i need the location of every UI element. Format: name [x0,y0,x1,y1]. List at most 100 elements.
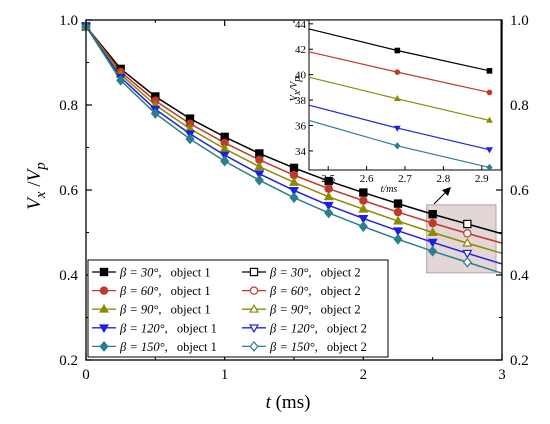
legend-beta: β = 30°, [119,266,165,280]
y-tick-label: 0.6 [59,183,78,199]
legend-object: object 1 [171,284,211,298]
legend-object: object 2 [327,340,367,354]
data-point [427,227,438,236]
x-tick-label: 3 [498,367,506,383]
inset-x-tick-label: 2.5 [321,173,335,185]
y-axis-title-part: V [24,196,45,210]
y-axis-title-part: x [33,191,49,199]
y-tick-label: 0.8 [59,98,78,114]
y-axis-title-part: p [33,162,49,171]
inset-y-tick-label: 40 [295,70,307,82]
data-point [254,170,265,180]
legend-marker [99,286,109,295]
data-point [359,196,368,205]
legend-beta: β = 60°, [119,284,165,298]
y-tick-label-right: 0.2 [510,353,529,369]
inset-y-tick-label: 44 [295,19,307,31]
legend-label: β = 60°, object 2 [269,284,361,298]
data-point [393,233,403,245]
inset-data-point [394,47,401,54]
legend-object: object 1 [177,321,217,335]
data-point [428,210,437,219]
x-axis-variable: t [266,392,272,413]
data-point [358,221,368,232]
inset-x-tick-label: 2.9 [475,173,489,185]
data-point [220,155,230,167]
data-point [150,108,160,119]
data-point [116,74,126,86]
legend-label: β = 120°, object 2 [269,321,367,335]
data-point [219,143,230,153]
legend-beta: β = 30°, [269,266,315,280]
inset-data-point [486,89,493,96]
legend-beta: β = 60°, [269,284,315,298]
inset-y-axis-title-part: p [292,77,303,83]
x-tick-label: 0 [82,367,90,383]
data-point [323,201,334,211]
legend: β = 30°, object 1β = 60°, object 1β = 90… [87,259,389,358]
data-point [289,186,299,196]
data-point [359,188,368,197]
inset-data-point [394,142,401,150]
y-tick-label-right: 0.4 [510,268,529,284]
data-point [254,174,264,186]
inset-y-tick-label: 36 [295,121,307,133]
x-axis-unit: (ms) [271,392,311,413]
inset-data-point [486,68,493,74]
legend-label: β = 120°, object 1 [119,321,217,335]
inset-data-point [393,125,401,132]
legend-label: β = 150°, object 2 [269,340,367,354]
legend-beta: β = 150°, [269,340,321,354]
legend-marker [249,324,259,334]
legend-label: β = 30°, object 1 [119,266,211,280]
y-axis-title: Vx /Vp [24,162,49,210]
legend-label: β = 60°, object 1 [119,284,211,298]
data-point [393,199,403,208]
legend-object: object 2 [327,321,367,335]
legend-box [87,259,389,358]
data-point [393,215,403,225]
inset-data-point [486,147,493,154]
data-point [324,207,334,219]
legend-object: object 2 [321,284,361,298]
inset-data-point [394,69,401,75]
data-point [289,192,299,204]
legend-object: object 2 [321,266,361,280]
legend-beta: β = 90°, [269,303,315,317]
legend-beta: β = 120°, [269,321,321,335]
inset-y-tick-label: 34 [295,146,307,158]
data-point [358,214,369,224]
data-point [185,133,195,145]
inset-x-axis-title: t/ms [381,184,398,195]
data-point [462,237,473,247]
data-point [324,184,333,193]
inset-series [308,28,493,172]
data-point [427,238,438,248]
inset-x-tick-label: 2.7 [398,173,412,185]
legend-label: β = 90°, object 2 [269,303,361,317]
legend-object: object 1 [171,303,211,317]
legend-label: β = 30°, object 2 [269,266,361,280]
legend-label: β = 150°, object 1 [119,340,217,354]
inset-y-axis-title: Vx/Vp [289,77,303,101]
inset-y-tick-label: 38 [295,95,307,107]
data-point [393,207,403,217]
legend-marker [249,286,259,295]
inset-x-tick-label: 2.6 [360,173,374,185]
y-tick-label: 0.4 [59,268,78,284]
x-tick-label: 1 [221,367,229,383]
data-point [428,218,437,228]
data-point [463,219,472,229]
legend-marker [99,267,109,277]
inset-y-axis-title-part: V [289,93,300,101]
data-point [393,227,403,237]
legend-label: β = 90°, object 1 [119,303,211,317]
legend-beta: β = 90°, [119,303,165,317]
zoom-arrow-head [442,187,451,196]
legend-marker [249,267,259,277]
y-tick-label: 1.0 [59,13,78,29]
inset-y-axis-title-part: x [292,90,303,96]
data-point [289,163,299,173]
legend-beta: β = 150°, [119,340,171,354]
